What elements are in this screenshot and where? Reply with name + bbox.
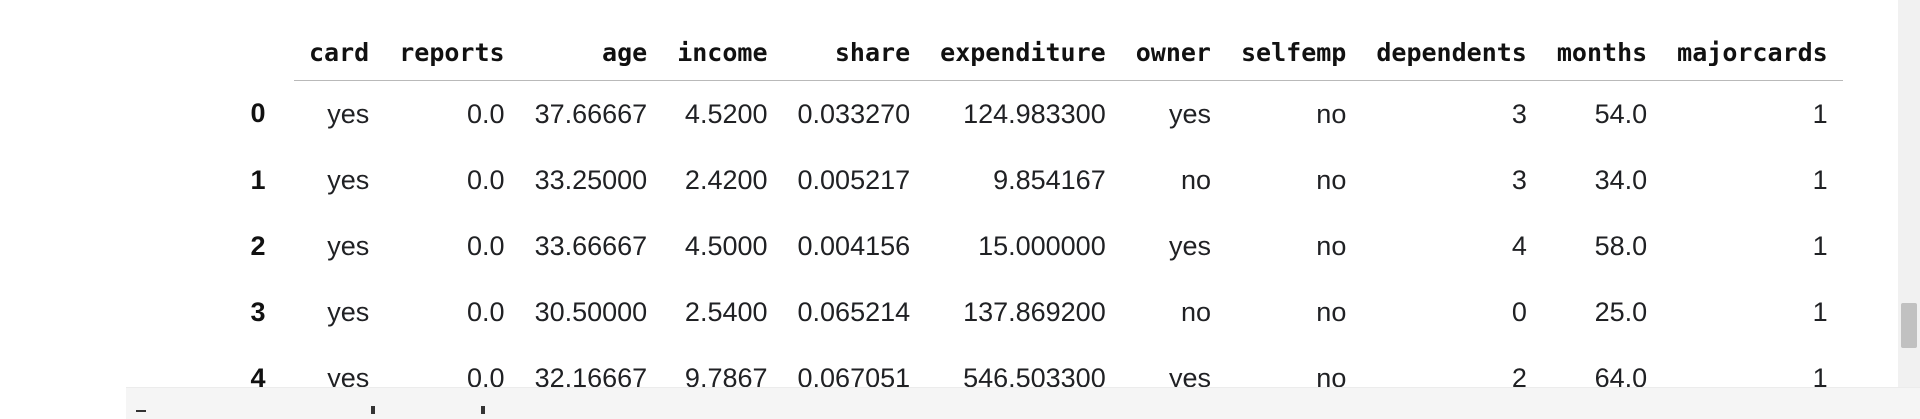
cell-expenditure: 137.869200 xyxy=(963,296,1106,327)
vertical-scrollbar-thumb[interactable] xyxy=(1901,303,1917,348)
cell-owner: yes xyxy=(1168,98,1211,129)
row-index: 1 xyxy=(250,164,266,195)
cell-share: 0.033270 xyxy=(797,98,911,129)
cell-expenditure: 9.854167 xyxy=(993,164,1106,195)
cell-share: 0.004156 xyxy=(797,230,911,261)
table-body: 0 yes 0.0 37.66667 4.5200 0.033270 124.983300 y… xyxy=(222,81,1843,391)
table-row: 2 yes 0.0 33.66667 4.5000 0.004156 15.000000 ye… xyxy=(222,213,1843,279)
table-row: 4 yes 0.0 32.16667 9.7867 0.067051 546.503300 y… xyxy=(222,345,1843,391)
cell-card: yes xyxy=(327,230,370,261)
column-header-reports: reports xyxy=(384,24,520,81)
cell-months: 25.0 xyxy=(1594,296,1648,327)
cell-expenditure: 15.000000 xyxy=(978,230,1106,261)
cell-income: 9.7867 xyxy=(684,362,768,391)
cell-majorcards: 1 xyxy=(1812,362,1828,391)
next-cell-strip[interactable] xyxy=(126,387,1920,419)
cell-selfemp: no xyxy=(1316,164,1347,195)
cell-dependents: 3 xyxy=(1511,98,1527,129)
column-header-dependents: dependents xyxy=(1361,24,1542,81)
cell-income: 4.5200 xyxy=(684,98,768,129)
cell-share: 0.005217 xyxy=(797,164,911,195)
column-header-expenditure: expenditure xyxy=(925,24,1121,81)
cell-months: 34.0 xyxy=(1594,164,1648,195)
cell-majorcards: 1 xyxy=(1812,98,1828,129)
cell-income: 2.5400 xyxy=(684,296,768,327)
column-header-months: months xyxy=(1541,24,1663,81)
cell-owner: yes xyxy=(1168,362,1211,391)
cell-months: 54.0 xyxy=(1594,98,1648,129)
table-header: card reports age income share expenditure owne… xyxy=(222,24,1843,81)
cell-share: 0.065214 xyxy=(797,296,911,327)
column-header-majorcards: majorcards xyxy=(1662,24,1843,81)
column-header-card: card xyxy=(294,24,385,81)
cell-reports: 0.0 xyxy=(467,230,505,261)
cell-share: 0.067051 xyxy=(797,362,911,391)
cell-card: yes xyxy=(327,296,370,327)
cell-dependents: 2 xyxy=(1511,362,1527,391)
column-header-income: income xyxy=(662,24,783,81)
cell-output-area: card reports age income share expenditure owne… xyxy=(222,24,1843,390)
cell-selfemp: no xyxy=(1316,362,1347,391)
row-index: 3 xyxy=(250,296,266,327)
table-row: 0 yes 0.0 37.66667 4.5200 0.033270 124.983300 y… xyxy=(222,81,1843,148)
table-row: 1 yes 0.0 33.25000 2.4200 0.005217 9.854167 no n… xyxy=(222,147,1843,213)
row-index: 4 xyxy=(250,362,266,391)
cell-reports: 0.0 xyxy=(467,164,505,195)
cell-selfemp: no xyxy=(1316,296,1347,327)
cell-months: 58.0 xyxy=(1594,230,1648,261)
cell-age: 32.16667 xyxy=(534,362,648,391)
index-column-header xyxy=(222,24,294,81)
cell-selfemp: no xyxy=(1316,98,1347,129)
cell-income: 4.5000 xyxy=(684,230,768,261)
cut-off-text-mark xyxy=(136,410,146,412)
cell-months: 64.0 xyxy=(1594,362,1648,391)
cell-card: yes xyxy=(327,164,370,195)
cell-reports: 0.0 xyxy=(467,98,505,129)
column-header-age: age xyxy=(519,24,663,81)
cut-off-text-mark xyxy=(481,406,485,414)
cut-off-text-mark xyxy=(371,406,375,414)
cell-reports: 0.0 xyxy=(467,296,505,327)
table-row: 3 yes 0.0 30.50000 2.5400 0.065214 137.869200 n… xyxy=(222,279,1843,345)
cell-age: 30.50000 xyxy=(534,296,648,327)
dataframe-table: card reports age income share expenditure owne… xyxy=(222,24,1843,390)
cell-age: 33.25000 xyxy=(534,164,648,195)
vertical-scrollbar-track[interactable] xyxy=(1898,0,1920,390)
column-header-share: share xyxy=(782,24,926,81)
cell-dependents: 4 xyxy=(1511,230,1527,261)
cell-majorcards: 1 xyxy=(1812,164,1828,195)
cell-income: 2.4200 xyxy=(684,164,768,195)
cell-reports: 0.0 xyxy=(467,362,505,391)
cell-age: 37.66667 xyxy=(534,98,648,129)
column-header-owner: owner xyxy=(1120,24,1226,81)
row-index: 0 xyxy=(250,98,266,129)
cell-dependents: 3 xyxy=(1511,164,1527,195)
cell-card: yes xyxy=(327,98,370,129)
cell-majorcards: 1 xyxy=(1812,230,1828,261)
cell-dependents: 0 xyxy=(1511,296,1527,327)
column-header-selfemp: selfemp xyxy=(1225,24,1362,81)
cell-card: yes xyxy=(327,362,370,391)
cell-expenditure: 124.983300 xyxy=(963,98,1106,129)
cell-majorcards: 1 xyxy=(1812,296,1828,327)
cell-owner: no xyxy=(1180,296,1211,327)
header-row: card reports age income share expenditure owne… xyxy=(222,24,1843,81)
cell-age: 33.66667 xyxy=(534,230,648,261)
row-index: 2 xyxy=(250,230,266,261)
cell-owner: yes xyxy=(1168,230,1211,261)
cell-owner: no xyxy=(1180,164,1211,195)
cell-selfemp: no xyxy=(1316,230,1347,261)
cell-expenditure: 546.503300 xyxy=(963,362,1106,391)
